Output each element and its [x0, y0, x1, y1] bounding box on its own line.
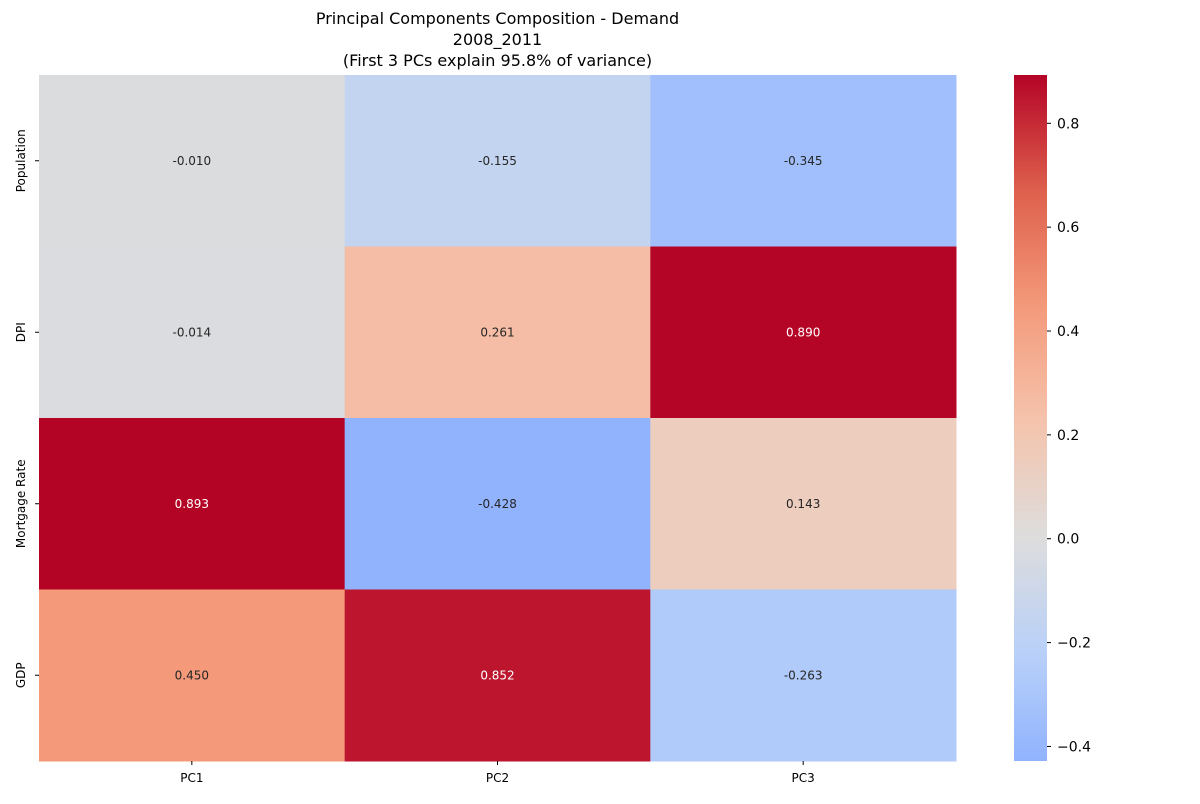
- y-tick-label: DPI: [14, 322, 28, 342]
- colorbar-gradient: [1014, 75, 1047, 761]
- heatmap-cell-value: 0.143: [786, 497, 820, 511]
- heatmap-cell-value: 0.261: [480, 325, 514, 339]
- heatmap-cell-value: -0.010: [172, 154, 211, 168]
- heatmap-cell: [344, 418, 651, 590]
- y-tick-label: Mortgage Rate: [14, 459, 28, 548]
- heatmap-cell-value: 0.890: [786, 325, 820, 339]
- heatmap-cell: [39, 246, 346, 419]
- heatmap-cell-value: -0.428: [478, 497, 517, 511]
- chart-title: Principal Components Composition - Deman…: [316, 9, 679, 70]
- colorbar-tick-label: 0.6: [1057, 220, 1079, 236]
- colorbar-tick-label: −0.2: [1057, 636, 1091, 652]
- heatmap-cell-value: -0.345: [784, 154, 823, 168]
- heatmap-cell: [39, 418, 346, 590]
- chart-title-line: 2008_2011: [453, 30, 542, 50]
- heatmap-cell-value: 0.893: [175, 497, 209, 511]
- x-axis: PC1 PC2 PC3: [180, 761, 815, 785]
- y-axis: Population DPI Mortgage Rate GDP: [14, 129, 39, 688]
- heatmap-cell: [344, 589, 651, 762]
- heatmap-cell: [39, 75, 346, 247]
- colorbar-tick-label: 0.4: [1057, 324, 1079, 340]
- chart-title-line: Principal Components Composition - Deman…: [316, 9, 679, 28]
- colorbar-tick-label: −0.4: [1057, 739, 1091, 755]
- colorbar-tick-label: 0.8: [1057, 116, 1079, 132]
- colorbar-tick-label: 0.2: [1057, 428, 1079, 444]
- heatmap-cell: [344, 75, 651, 247]
- y-tick-label: Population: [14, 129, 28, 192]
- heatmap-cells: [39, 75, 957, 762]
- x-tick-label: PC2: [486, 771, 509, 785]
- heatmap-cell-value: -0.155: [478, 154, 517, 168]
- heatmap-cell: [39, 589, 346, 762]
- heatmap-cell-value: -0.263: [784, 668, 823, 682]
- heatmap-cell: [650, 75, 957, 247]
- heatmap-cell: [650, 418, 957, 590]
- heatmap-cell: [650, 589, 957, 762]
- heatmap-cell-value: -0.014: [172, 325, 211, 339]
- chart-title-line: (First 3 PCs explain 95.8% of variance): [343, 51, 652, 70]
- colorbar: −0.4 −0.2 0.0 0.2 0.4 0.6 0.8: [1014, 75, 1091, 761]
- heatmap-cell: [650, 246, 957, 419]
- x-tick-label: PC1: [180, 771, 203, 785]
- heatmap-cell-labels: -0.010 -0.155 -0.345 -0.014 0.261 0.890 0.893 -…: [172, 154, 822, 683]
- heatmap-cell: [344, 246, 651, 419]
- heatmap-cell-value: 0.450: [175, 668, 209, 682]
- colorbar-tick-label: 0.0: [1057, 532, 1079, 548]
- x-tick-label: PC3: [792, 771, 815, 785]
- y-tick-label: GDP: [14, 662, 28, 688]
- heatmap-cell-value: 0.852: [480, 668, 514, 682]
